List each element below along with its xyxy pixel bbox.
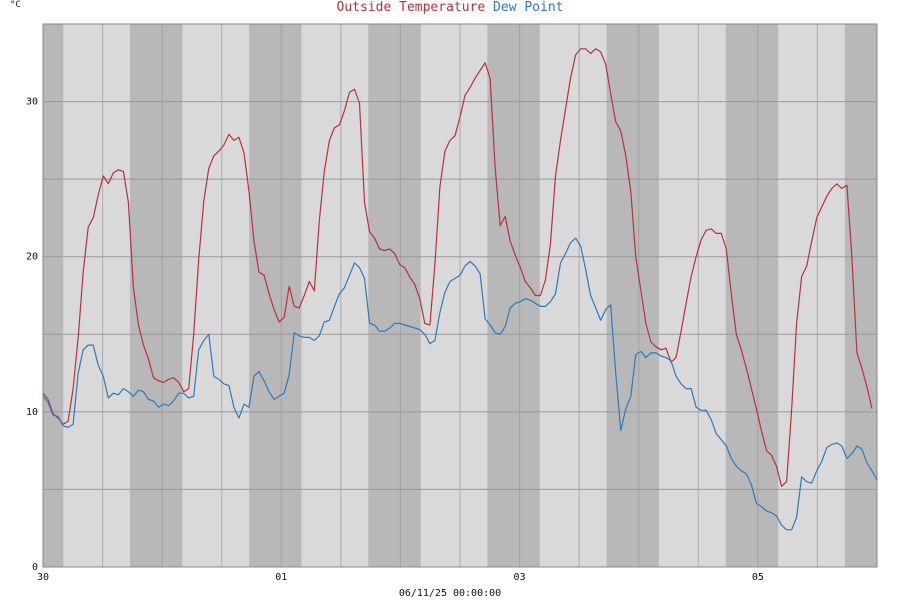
night-band <box>845 24 877 567</box>
x-tick-label: 30 <box>37 572 49 583</box>
night-band <box>249 24 301 567</box>
night-band <box>130 24 182 567</box>
night-band <box>607 24 659 567</box>
x-tick-label: 01 <box>275 572 287 583</box>
night-band <box>487 24 539 567</box>
x-tick-label: 03 <box>514 572 526 583</box>
y-tick-label: 30 <box>26 97 38 108</box>
x-axis-label: 06/11/25 00:00:00 <box>0 588 900 599</box>
y-tick-label: 20 <box>26 252 38 263</box>
x-tick-label: 05 <box>752 572 764 583</box>
night-band <box>43 24 63 567</box>
night-band <box>368 24 420 567</box>
y-tick-label: 10 <box>26 407 38 418</box>
